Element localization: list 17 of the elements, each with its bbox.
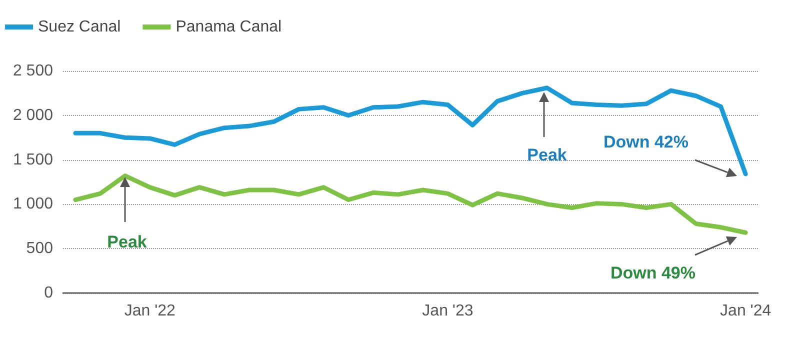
annotation: Peak <box>527 146 568 164</box>
y-tick-label: 0 <box>44 284 54 302</box>
x-tick-label: Jan '23 <box>422 302 474 320</box>
y-tick-label: 1 500 <box>12 151 54 168</box>
line-series <box>73 174 748 235</box>
y-tick-label: 2 500 <box>12 62 54 80</box>
x-tick-label: Jan '22 <box>124 302 176 320</box>
y-tick-label: 500 <box>26 240 54 258</box>
line-series <box>73 86 748 176</box>
y-tick-label: 2 000 <box>12 106 54 124</box>
legend-label: Panama Canal <box>176 18 282 36</box>
annotation: Peak <box>107 232 148 252</box>
x-tick-label: Jan '24 <box>720 302 772 320</box>
annotation: Down 42% <box>603 132 689 152</box>
legend-label: Suez Canal <box>38 18 121 36</box>
y-tick-label: 1 000 <box>12 196 54 213</box>
annotation: Down 49% <box>610 264 696 282</box>
